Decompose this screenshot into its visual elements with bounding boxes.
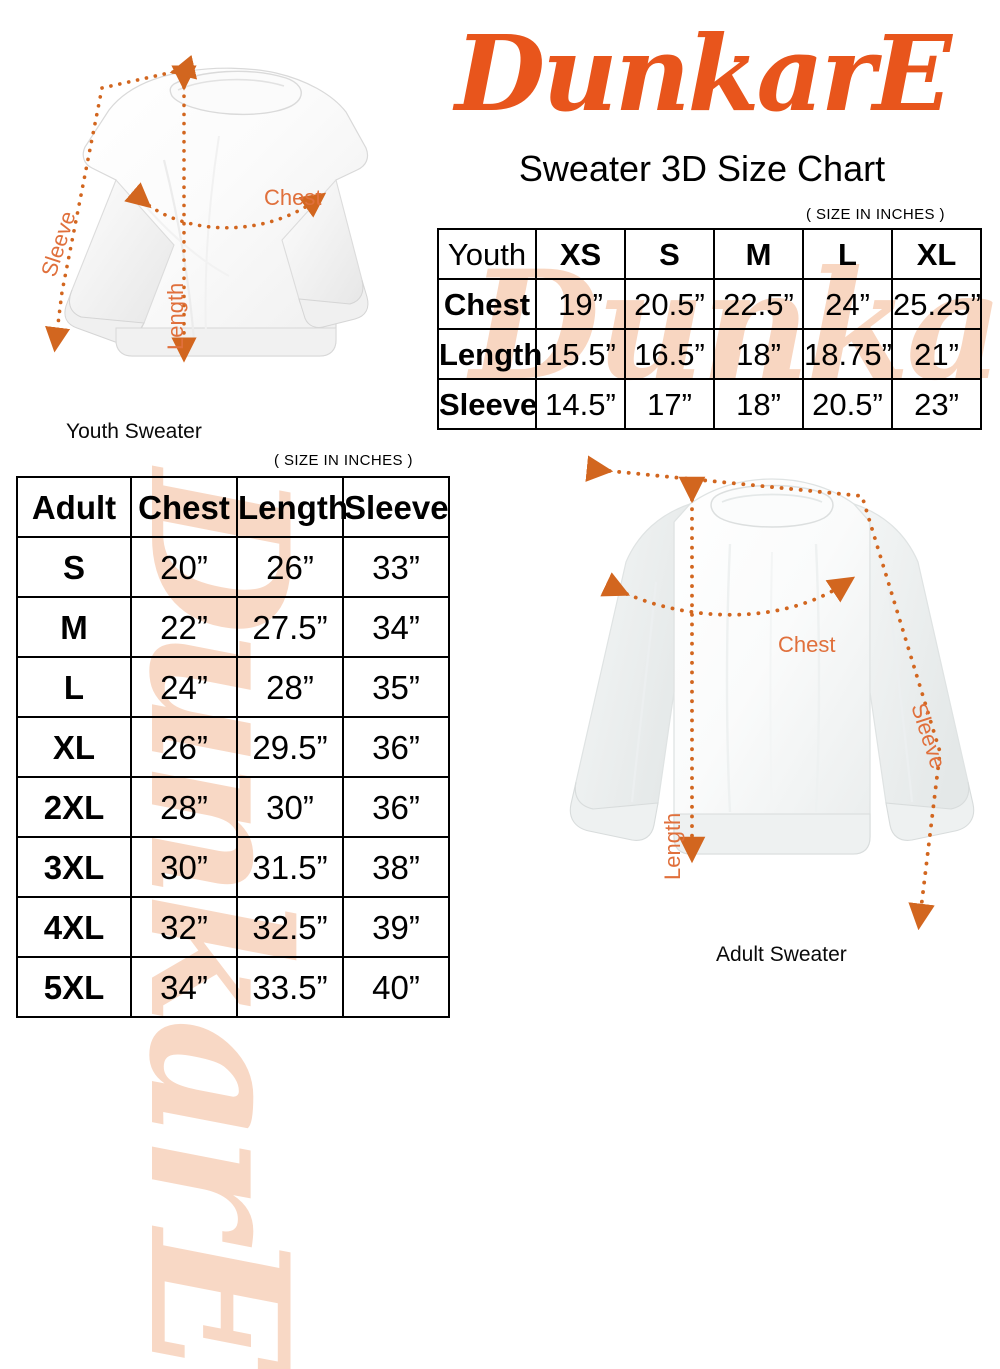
youth-corner-label: Youth bbox=[437, 228, 537, 280]
youth-length-l: 18.75” bbox=[802, 328, 893, 380]
adult-row-label-l: L bbox=[16, 656, 132, 718]
adult-l-length: 28” bbox=[236, 656, 344, 718]
page-title: Sweater 3D Size Chart bbox=[518, 148, 886, 189]
adult-5xl-sleeve: 40” bbox=[342, 956, 450, 1018]
brand-logo-text: DunkarE bbox=[452, 12, 954, 135]
table-row: M 22” 27.5” 34” bbox=[16, 596, 450, 658]
adult-row-label-s: S bbox=[16, 536, 132, 598]
youth-chest-s: 20.5” bbox=[624, 278, 715, 330]
adult-row-label-3xl: 3XL bbox=[16, 836, 132, 898]
table-row: Chest 19” 20.5” 22.5” 24” 25.25” bbox=[437, 278, 982, 330]
adult-3xl-sleeve: 38” bbox=[342, 836, 450, 898]
table-row: XL 26” 29.5” 36” bbox=[16, 716, 450, 778]
brand-logo: DunkarE bbox=[452, 12, 957, 142]
youth-chest-l: 24” bbox=[802, 278, 893, 330]
adult-row-label-xl: XL bbox=[16, 716, 132, 778]
youth-length-m: 18” bbox=[713, 328, 804, 380]
youth-sleeve-s: 17” bbox=[624, 378, 715, 430]
youth-sleeve-xl: 23” bbox=[891, 378, 982, 430]
adult-4xl-length: 32.5” bbox=[236, 896, 344, 958]
adult-3xl-chest: 30” bbox=[130, 836, 238, 898]
adult-corner-label: Adult bbox=[16, 476, 132, 538]
adult-m-length: 27.5” bbox=[236, 596, 344, 658]
table-row: Sleeve 14.5” 17” 18” 20.5” 23” bbox=[437, 378, 982, 430]
adult-row-label-5xl: 5XL bbox=[16, 956, 132, 1018]
adult-row-label-4xl: 4XL bbox=[16, 896, 132, 958]
adult-l-sleeve: 35” bbox=[342, 656, 450, 718]
youth-length-s: 16.5” bbox=[624, 328, 715, 380]
youth-col-header-s: S bbox=[624, 228, 715, 280]
adult-xl-sleeve: 36” bbox=[342, 716, 450, 778]
adult-5xl-length: 33.5” bbox=[236, 956, 344, 1018]
adult-sweater-illustration bbox=[540, 452, 990, 942]
youth-sleeve-m: 18” bbox=[713, 378, 804, 430]
table-row: Length 15.5” 16.5” 18” 18.75” 21” bbox=[437, 328, 982, 380]
adult-m-sleeve: 34” bbox=[342, 596, 450, 658]
adult-2xl-sleeve: 36” bbox=[342, 776, 450, 838]
adult-xl-chest: 26” bbox=[130, 716, 238, 778]
youth-length-xs: 15.5” bbox=[535, 328, 626, 380]
adult-4xl-chest: 32” bbox=[130, 896, 238, 958]
youth-units-note: ( SIZE IN INCHES ) bbox=[806, 206, 945, 223]
youth-sleeve-l: 20.5” bbox=[802, 378, 893, 430]
youth-row-label-chest: Chest bbox=[437, 278, 537, 330]
youth-row-label-sleeve: Sleeve bbox=[437, 378, 537, 430]
youth-col-header-xl: XL bbox=[891, 228, 982, 280]
table-row: 4XL 32” 32.5” 39” bbox=[16, 896, 450, 958]
adult-row-label-2xl: 2XL bbox=[16, 776, 132, 838]
adult-row-label-m: M bbox=[16, 596, 132, 658]
youth-sweater-illustration bbox=[14, 40, 414, 400]
youth-size-table-wrap: Youth XS S M L XL Chest 19” 20.5” 22.5” … bbox=[437, 228, 982, 430]
youth-length-xl: 21” bbox=[891, 328, 982, 380]
youth-sweater-caption: Youth Sweater bbox=[66, 420, 202, 443]
youth-chest-m: 22.5” bbox=[713, 278, 804, 330]
adult-col-header-chest: Chest bbox=[130, 476, 238, 538]
adult-3xl-length: 31.5” bbox=[236, 836, 344, 898]
table-row: L 24” 28” 35” bbox=[16, 656, 450, 718]
youth-row-label-length: Length bbox=[437, 328, 542, 380]
youth-size-table: Youth XS S M L XL Chest 19” 20.5” 22.5” … bbox=[437, 228, 982, 430]
youth-col-header-l: L bbox=[802, 228, 893, 280]
adult-2xl-length: 30” bbox=[236, 776, 344, 838]
adult-sweater-caption: Adult Sweater bbox=[716, 943, 847, 966]
adult-units-note: ( SIZE IN INCHES ) bbox=[274, 452, 413, 469]
adult-size-table-wrap: Adult Chest Length Sleeve S 20” 26” 33” … bbox=[16, 476, 450, 1018]
youth-chest-xl: 25.25” bbox=[891, 278, 982, 330]
adult-col-header-sleeve: Sleeve bbox=[342, 476, 450, 538]
adult-s-sleeve: 33” bbox=[342, 536, 450, 598]
adult-2xl-chest: 28” bbox=[130, 776, 238, 838]
adult-5xl-chest: 34” bbox=[130, 956, 238, 1018]
adult-m-chest: 22” bbox=[130, 596, 238, 658]
table-row: 5XL 34” 33.5” 40” bbox=[16, 956, 450, 1018]
adult-col-header-length: Length bbox=[236, 476, 348, 538]
size-chart-canvas: DunkarE DunkarE bbox=[14, 12, 1000, 1369]
table-row: 3XL 30” 31.5” 38” bbox=[16, 836, 450, 898]
table-row: S 20” 26” 33” bbox=[16, 536, 450, 598]
youth-sleeve-xs: 14.5” bbox=[535, 378, 626, 430]
youth-col-header-m: M bbox=[713, 228, 804, 280]
youth-chest-xs: 19” bbox=[535, 278, 626, 330]
adult-s-chest: 20” bbox=[130, 536, 238, 598]
adult-l-chest: 24” bbox=[130, 656, 238, 718]
adult-4xl-sleeve: 39” bbox=[342, 896, 450, 958]
youth-col-header-xs: XS bbox=[535, 228, 626, 280]
adult-size-table: Adult Chest Length Sleeve S 20” 26” 33” … bbox=[16, 476, 450, 1018]
table-header-row: Adult Chest Length Sleeve bbox=[16, 476, 450, 538]
adult-s-length: 26” bbox=[236, 536, 344, 598]
adult-xl-length: 29.5” bbox=[236, 716, 344, 778]
table-row: 2XL 28” 30” 36” bbox=[16, 776, 450, 838]
table-header-row: Youth XS S M L XL bbox=[437, 228, 982, 280]
